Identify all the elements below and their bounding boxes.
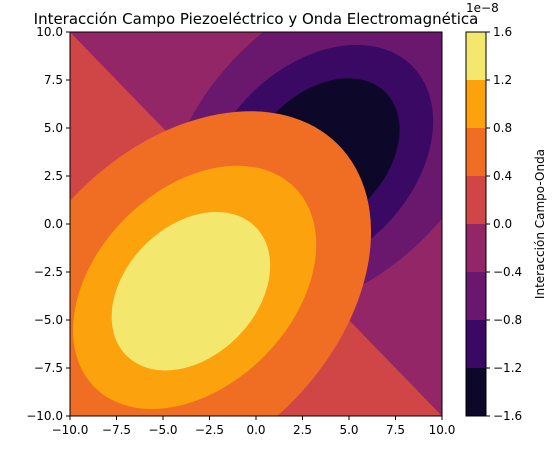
colorbar-tick-label: 1.6: [493, 25, 512, 39]
colorbar-tick-label: −1.6: [493, 409, 522, 423]
colorbar-band: [466, 80, 486, 128]
y-tick-label: 10.0: [36, 25, 63, 39]
x-tick-label: 2.5: [293, 423, 312, 437]
y-tick-label: −10.0: [26, 409, 63, 423]
x-tick-label: −2.5: [195, 423, 224, 437]
y-tick-label: −5.0: [34, 313, 63, 327]
x-axis: −10.0 −7.5 −5.0 −2.5 0.0 2.5 5.0 7.5 10.0: [52, 416, 456, 437]
chart-title: Interacción Campo Piezoeléctrico y Onda …: [34, 10, 479, 28]
colorbar-tick-label: 0.4: [493, 169, 512, 183]
colorbar-tick-label: −1.2: [493, 361, 522, 375]
colorbar-band: [466, 368, 486, 416]
y-axis: −10.0 −7.5 −5.0 −2.5 0.0 2.5 5.0 7.5 10.0: [26, 25, 70, 423]
y-tick-label: −2.5: [34, 265, 63, 279]
colorbar-band: [466, 128, 486, 176]
x-tick-label: −5.0: [148, 423, 177, 437]
y-tick-label: 0.0: [44, 217, 63, 231]
x-tick-label: 0.0: [246, 423, 265, 437]
x-tick-label: −10.0: [52, 423, 89, 437]
x-tick-label: 10.0: [429, 423, 456, 437]
colorbar-band: [466, 272, 486, 320]
colorbar-band: [466, 176, 486, 224]
colorbar: −1.6 −1.2 −0.8 −0.4 0.0 0.4 0.8 1.2 1.6: [465, 25, 522, 423]
colorbar-tick-label: −0.8: [493, 313, 522, 327]
y-tick-label: 7.5: [44, 73, 63, 87]
y-tick-label: −7.5: [34, 361, 63, 375]
x-tick-label: 7.5: [386, 423, 405, 437]
colorbar-label: Interacción Campo-Onda: [533, 149, 547, 299]
colorbar-band: [466, 32, 486, 80]
y-tick-label: 5.0: [44, 121, 63, 135]
colorbar-band: [466, 320, 486, 368]
y-tick-label: 2.5: [44, 169, 63, 183]
colorbar-tick-label: −0.4: [493, 265, 522, 279]
colorbar-offset-text: 1e−8: [466, 1, 499, 15]
colorbar-tick-label: 0.8: [493, 121, 512, 135]
colorbar-band: [466, 224, 486, 272]
colorbar-tick-label: 1.2: [493, 73, 512, 87]
x-tick-label: 5.0: [339, 423, 358, 437]
colorbar-tick-label: 0.0: [493, 217, 512, 231]
x-tick-label: −7.5: [102, 423, 131, 437]
band-1.2-1.6: [111, 211, 271, 371]
